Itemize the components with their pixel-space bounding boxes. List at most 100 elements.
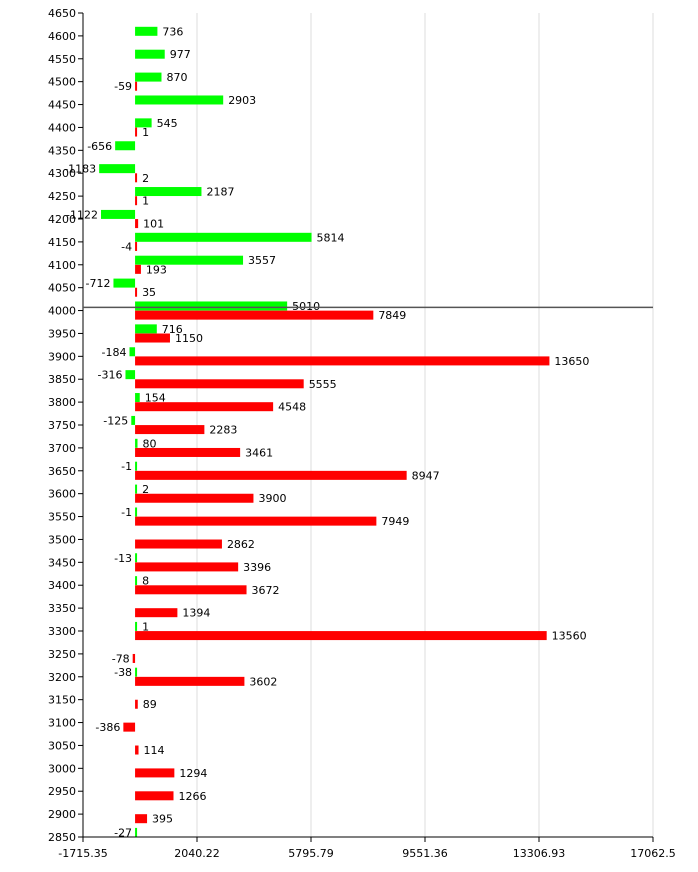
bar	[135, 324, 157, 334]
bar-value-label: 5010	[292, 300, 320, 313]
bar	[135, 26, 158, 36]
bar	[135, 379, 304, 389]
bar	[129, 347, 136, 357]
bar	[101, 209, 136, 219]
bar	[135, 585, 247, 595]
bar-value-label: -656	[87, 140, 112, 153]
bar-value-label: -1122	[66, 208, 98, 221]
x-tick-label: 2040.22	[174, 847, 220, 860]
bar	[135, 631, 547, 641]
bar-value-label: 13650	[554, 355, 589, 368]
grid-lines	[196, 13, 654, 837]
bar-value-label: -27	[114, 826, 132, 839]
bar-value-label: 7849	[378, 309, 406, 322]
bar-value-label: -78	[112, 652, 130, 665]
bar-value-label: 1394	[182, 607, 210, 620]
bar	[135, 447, 241, 457]
y-tick-label: 3850	[48, 373, 76, 386]
bar-value-label: 1	[142, 126, 149, 139]
bar-value-label: 716	[162, 323, 183, 336]
bar	[131, 415, 136, 425]
y-tick-label: 3000	[48, 762, 76, 775]
x-tick-label: 17062.5	[630, 847, 676, 860]
bar	[135, 507, 138, 517]
x-tick-label: 9551.36	[402, 847, 448, 860]
bar-value-label: -386	[95, 721, 120, 734]
y-tick-label: 3950	[48, 327, 76, 340]
y-tick-label: 3100	[48, 717, 76, 730]
bar	[135, 562, 239, 572]
y-tick-label: 3550	[48, 511, 76, 524]
bar	[135, 95, 224, 105]
y-tick-label: 3250	[48, 648, 76, 661]
bar-value-label: 1266	[178, 790, 206, 803]
y-tick-label: 3500	[48, 533, 76, 546]
y-tick-label: 4400	[48, 121, 76, 134]
bar	[135, 539, 222, 549]
bar	[135, 301, 288, 311]
bar	[135, 438, 138, 448]
y-tick-label: 3750	[48, 419, 76, 432]
bar	[135, 576, 138, 586]
bar-value-label: -125	[103, 414, 128, 427]
bar-value-label: 736	[162, 25, 183, 38]
y-tick-label: 4650	[48, 7, 76, 20]
bar	[135, 827, 138, 837]
bar-value-label: 89	[143, 698, 157, 711]
bar	[135, 461, 138, 471]
bar	[135, 255, 244, 265]
bar-value-label: 5814	[317, 231, 345, 244]
bar-value-label: 395	[152, 813, 173, 826]
y-tick-label: 3050	[48, 739, 76, 752]
y-tick-label: 2900	[48, 808, 76, 821]
bar	[135, 187, 202, 197]
y-tick-label: 2950	[48, 785, 76, 798]
x-tick-label: 5795.79	[288, 847, 334, 860]
bar-value-label: 7949	[381, 515, 409, 528]
bar-value-label: 3557	[248, 254, 276, 267]
y-tick-label: 3700	[48, 442, 76, 455]
y-tick-label: 3600	[48, 488, 76, 501]
bar	[125, 370, 136, 380]
bar-value-label: 4548	[278, 401, 306, 414]
y-tick-label: 3200	[48, 671, 76, 684]
bar	[135, 484, 138, 494]
bar-value-label: 114	[144, 744, 165, 757]
x-tick-label: 13306.93	[513, 847, 566, 860]
bar	[135, 310, 374, 320]
bar-value-label: -1183	[64, 163, 96, 176]
bar-value-label: -4	[121, 240, 132, 253]
bar	[135, 241, 138, 251]
bar-value-label: 1150	[175, 332, 203, 345]
bar-value-label: 8947	[412, 469, 440, 482]
bar	[135, 196, 138, 206]
bar	[135, 699, 138, 709]
bar-value-label: -59	[114, 80, 132, 93]
bar-value-label: -316	[98, 369, 123, 382]
bar	[135, 768, 175, 778]
bar	[135, 219, 139, 229]
bar-value-label: -184	[102, 346, 127, 359]
y-tick-label: 4150	[48, 236, 76, 249]
bar-value-label: 3396	[243, 561, 271, 574]
bar-value-label: 13560	[552, 630, 587, 643]
bar-value-label: 1	[142, 620, 149, 633]
bar-value-label: 2187	[206, 186, 234, 199]
bar-value-label: 101	[143, 218, 164, 231]
bar-value-label: 545	[157, 117, 178, 130]
bar	[135, 667, 138, 677]
bar-value-label: -13	[114, 552, 132, 565]
bar-value-label: 1294	[179, 767, 207, 780]
bar	[135, 118, 152, 128]
bar	[123, 722, 136, 732]
bar	[135, 72, 162, 82]
bar	[113, 278, 136, 288]
y-tick-label: 4600	[48, 30, 76, 43]
y-tick-label: 3450	[48, 556, 76, 569]
y-tick-label: 3350	[48, 602, 76, 615]
bar	[135, 333, 170, 343]
bar	[115, 141, 136, 151]
bar-value-label: 977	[170, 48, 191, 61]
y-tick-label: 3150	[48, 694, 76, 707]
